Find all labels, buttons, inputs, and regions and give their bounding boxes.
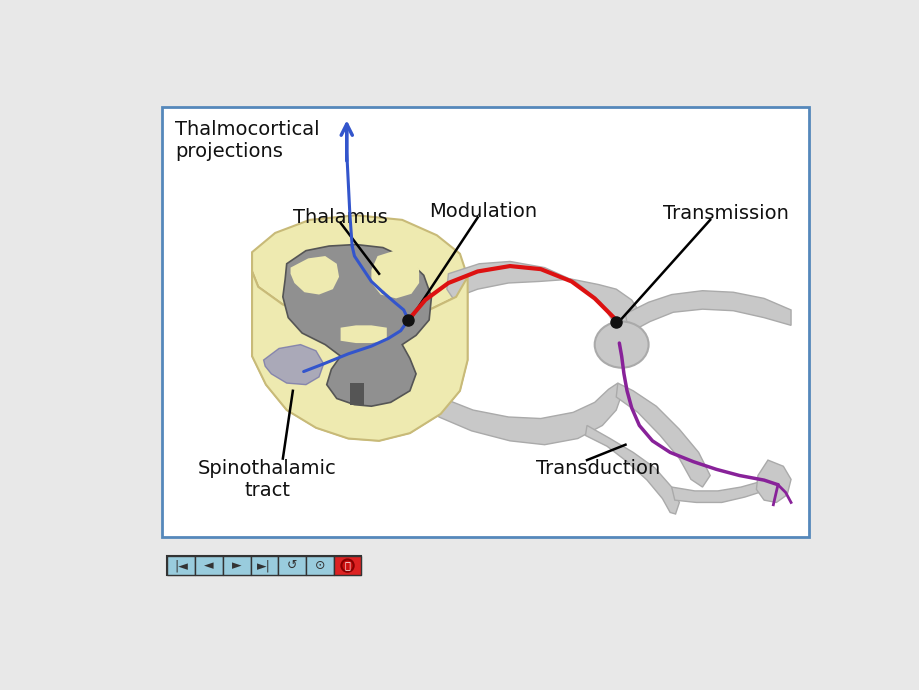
- Text: Transmission: Transmission: [662, 204, 788, 224]
- Polygon shape: [671, 475, 775, 502]
- FancyBboxPatch shape: [334, 556, 361, 575]
- FancyBboxPatch shape: [222, 556, 250, 575]
- FancyBboxPatch shape: [306, 556, 334, 575]
- FancyBboxPatch shape: [195, 556, 222, 575]
- Bar: [349, 383, 363, 404]
- Text: ↺: ↺: [287, 559, 297, 572]
- FancyBboxPatch shape: [278, 556, 306, 575]
- Text: Spinothalamic
tract: Spinothalamic tract: [198, 459, 336, 500]
- Polygon shape: [282, 244, 431, 406]
- Text: Modulation: Modulation: [428, 202, 537, 221]
- Circle shape: [341, 560, 353, 572]
- Polygon shape: [340, 326, 386, 343]
- Polygon shape: [264, 344, 323, 384]
- Polygon shape: [371, 250, 419, 298]
- Polygon shape: [252, 271, 467, 441]
- Polygon shape: [417, 383, 621, 444]
- Polygon shape: [252, 271, 467, 441]
- FancyBboxPatch shape: [250, 556, 278, 575]
- Text: Thalmocortical
projections: Thalmocortical projections: [175, 120, 319, 161]
- Polygon shape: [584, 426, 678, 514]
- Text: ◄: ◄: [204, 559, 213, 572]
- Text: ►: ►: [232, 559, 241, 572]
- Text: ⏸: ⏸: [345, 560, 350, 571]
- Ellipse shape: [594, 322, 648, 368]
- Text: Transduction: Transduction: [536, 459, 660, 477]
- Text: ►|: ►|: [257, 559, 271, 572]
- Polygon shape: [447, 262, 641, 341]
- Polygon shape: [290, 256, 339, 295]
- FancyBboxPatch shape: [162, 108, 808, 537]
- Text: ⊙: ⊙: [314, 559, 324, 572]
- FancyBboxPatch shape: [167, 556, 195, 575]
- Polygon shape: [625, 290, 790, 333]
- Text: Thalamus: Thalamus: [293, 208, 388, 226]
- Polygon shape: [252, 215, 467, 319]
- Polygon shape: [755, 460, 790, 502]
- Polygon shape: [616, 383, 709, 487]
- Text: |◄: |◄: [174, 559, 188, 572]
- FancyBboxPatch shape: [167, 556, 361, 575]
